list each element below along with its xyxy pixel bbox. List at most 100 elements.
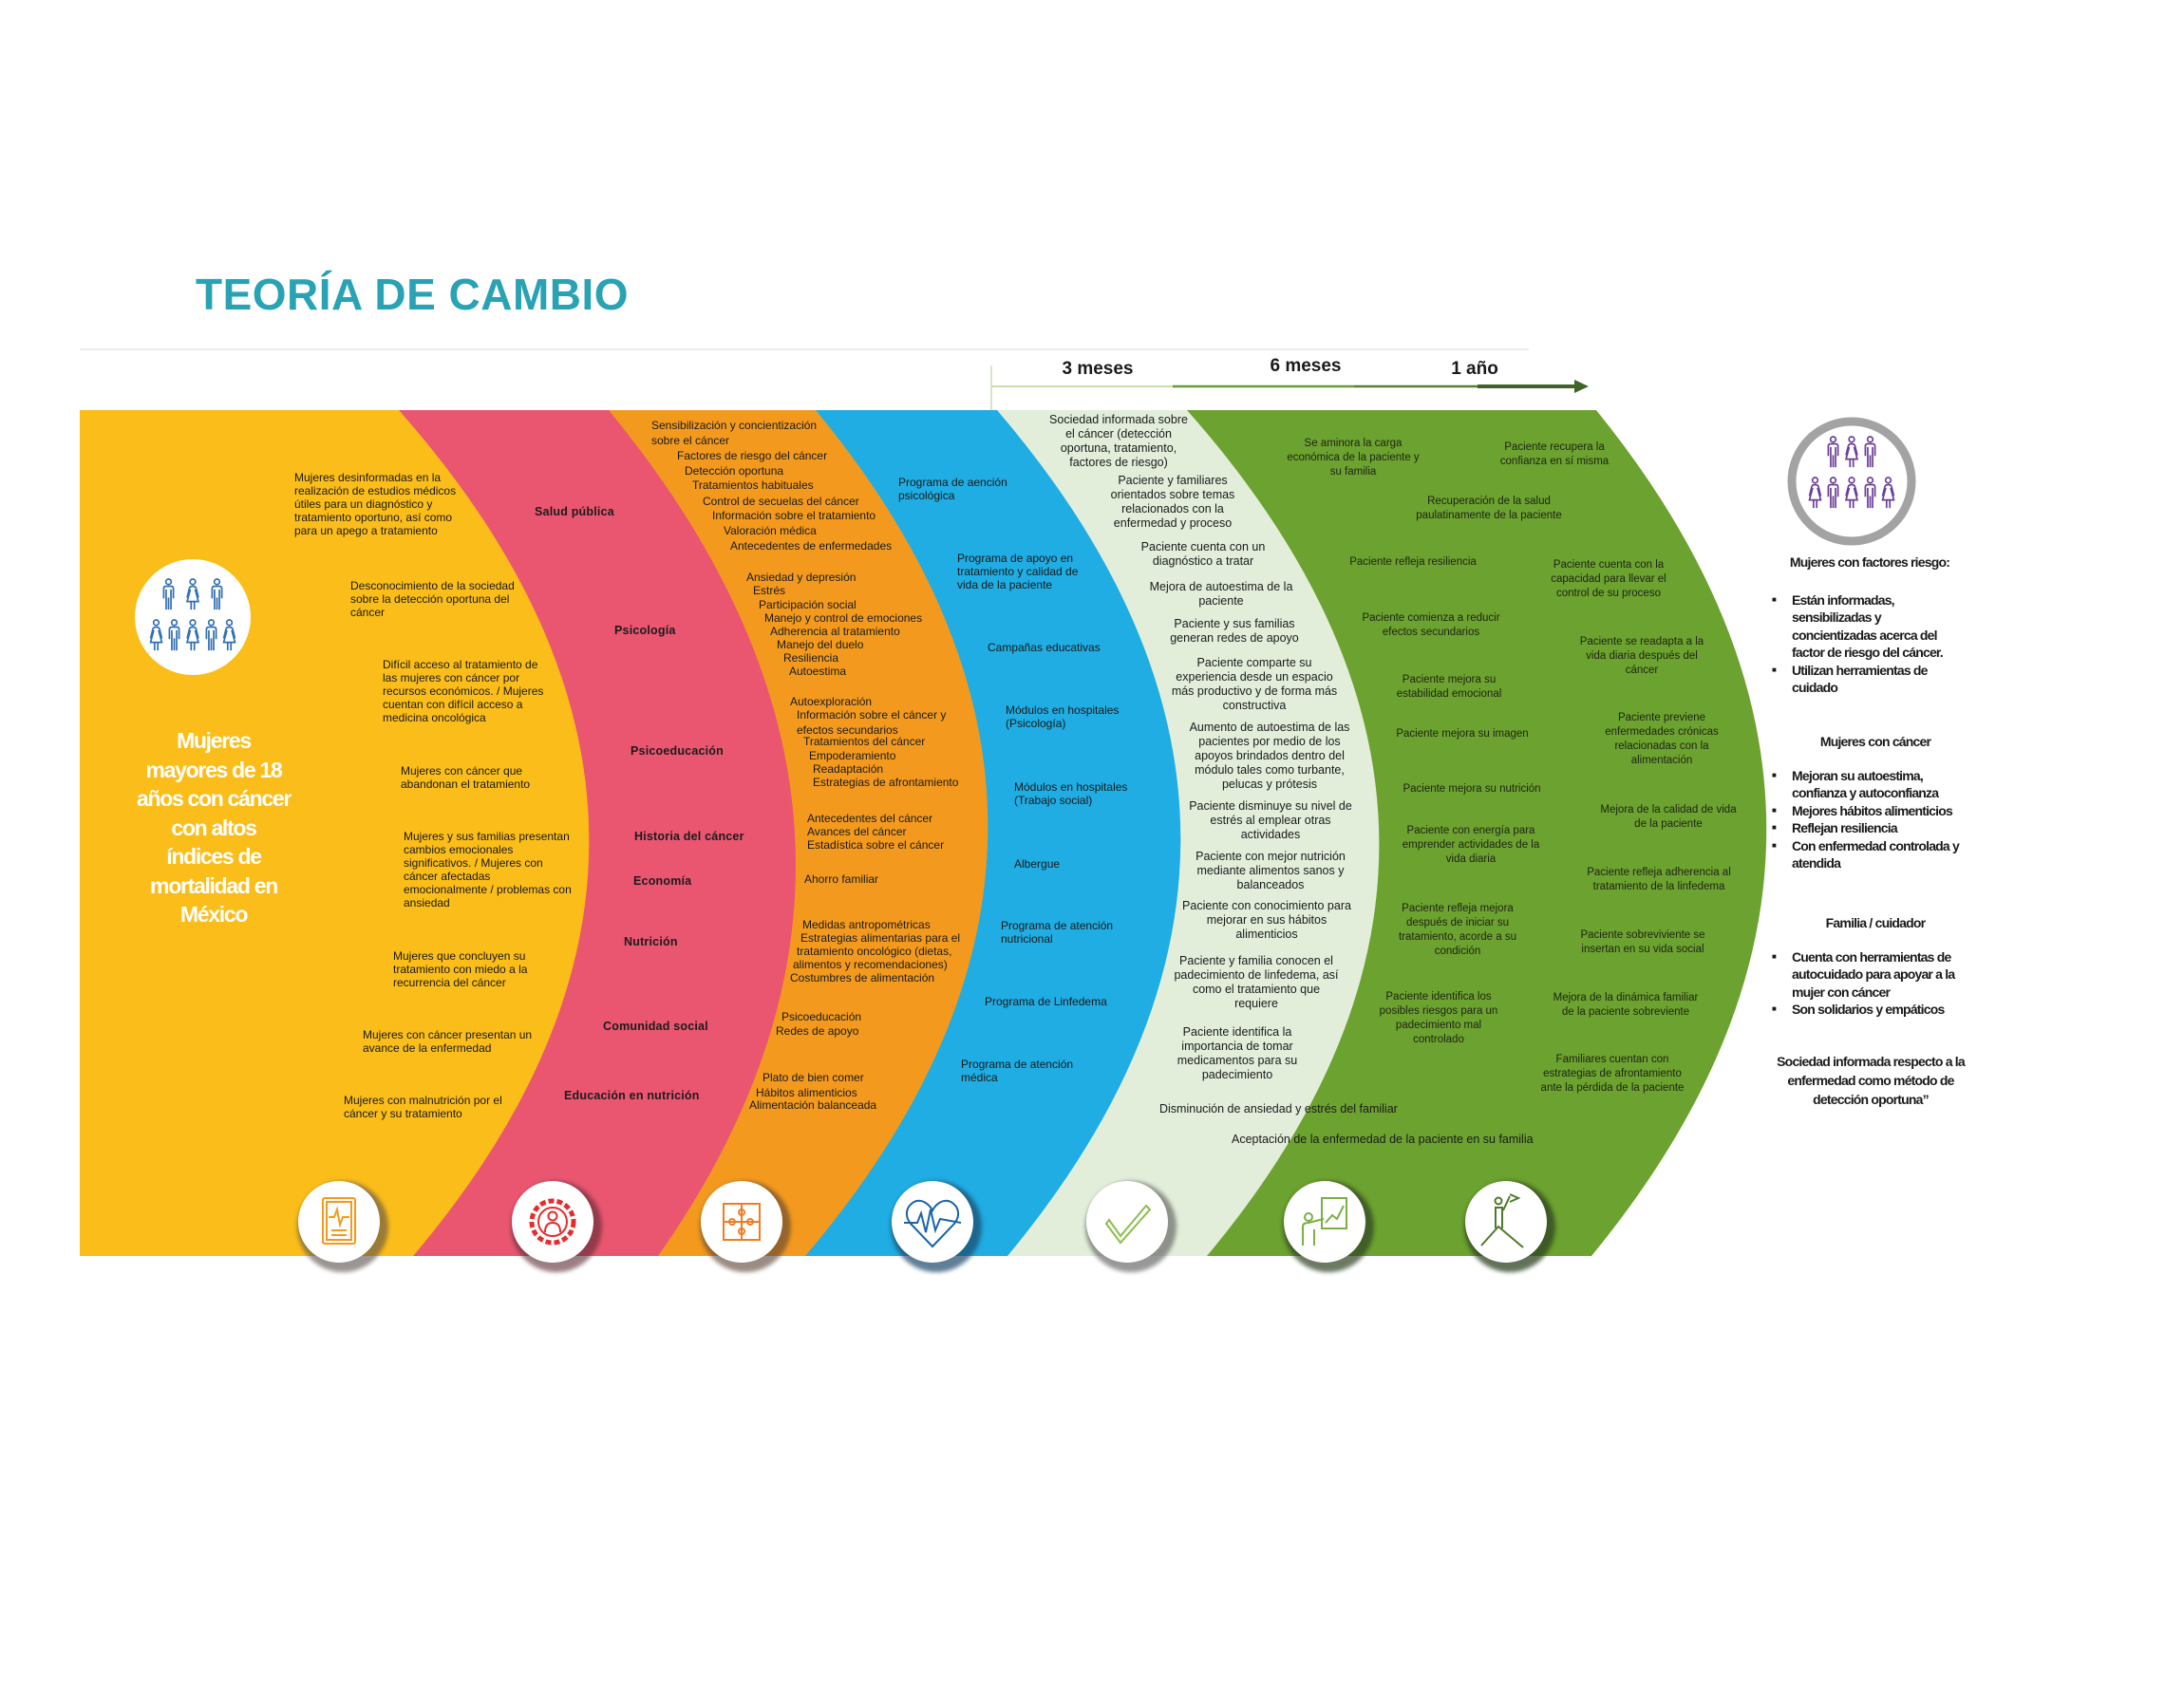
strategy-label: Psicoeducación: [631, 743, 724, 758]
long-term-outcome: Familiares cuentan con estrategias de af…: [1540, 1053, 1685, 1094]
bottom-icons: [297, 1181, 1555, 1272]
long-term-outcome: Paciente recupera la confianza en sí mis…: [1499, 440, 1610, 467]
long-term-outcome: Paciente identifica los posibles riesgos…: [1379, 990, 1498, 1045]
short-term-outcome: Paciente y familiares orientados sobre t…: [1110, 473, 1235, 530]
bullet-icon: ■: [1772, 823, 1777, 833]
problem-item: Desconocimiento de la sociedad sobre la …: [350, 579, 515, 619]
activity-item: Antecedentes del cáncer: [807, 812, 933, 826]
activity-item: Detección oportuna: [685, 464, 784, 478]
short-term-outcome: Paciente con mejor nutrición mediante al…: [1196, 849, 1346, 891]
long-term-outcome: Paciente refleja resiliencia: [1349, 555, 1477, 568]
bullet-icon: ■: [1772, 805, 1777, 815]
program-item: Módulos en hospitales (Trabajo social): [1014, 780, 1128, 807]
impact-list-family: ■ Cuenta con herramientas de autocuidado …: [1772, 948, 1955, 1019]
long-term-outcome: Paciente sobreviviente se insertan en su…: [1580, 928, 1705, 955]
timeline-label-6-months: 6 meses: [1270, 356, 1342, 376]
impact-bullet: ■ Son solidarios y empáticos: [1772, 1001, 1954, 1018]
bullet-text: Son solidarios y empáticos: [1792, 1002, 1945, 1018]
activity-item: Factores de riesgo del cáncer: [677, 449, 828, 463]
impact-bullet: ■ Están informadas, sensibilizadas y conc…: [1772, 591, 1944, 662]
long-term-outcome: Paciente mejora su imagen: [1396, 727, 1529, 740]
activity-item: Psicoeducación: [781, 1010, 862, 1024]
impact-bullet: ■ Reflejan resiliencia: [1772, 819, 1959, 836]
long-term-outcome: Paciente previene enfermedades crónicas …: [1605, 711, 1719, 766]
activity-item: Participación social: [759, 598, 857, 612]
activity-item: Medidas antropométricas: [802, 918, 931, 932]
strategy-label: Comunidad social: [603, 1019, 708, 1033]
short-term-outcome: Paciente comparte su experiencia desde u…: [1171, 655, 1338, 712]
long-term-outcome: Mejora de la dinámica familiar de la pac…: [1553, 991, 1699, 1018]
bullet-icon: ■: [1772, 840, 1777, 850]
activity-item: Antecedentes de enfermedades: [730, 539, 893, 553]
long-term-outcome: Paciente refleja adherencia al tratamien…: [1587, 866, 1731, 892]
strategy-label: Nutrición: [624, 934, 678, 948]
page-title: TEORÍA DE CAMBIO: [196, 270, 630, 319]
program-item: Programa de apoyo en tratamiento y calid…: [957, 552, 1079, 591]
activity-item: Autoexploración: [790, 695, 873, 709]
checkmark-icon: [1085, 1181, 1177, 1272]
program-item: Programa de aención psicológica: [898, 476, 1007, 502]
bullet-text: Mejores hábitos alimenticios: [1792, 802, 1953, 818]
short-term-outcome: Aumento de autoestima de las pacientes p…: [1189, 720, 1350, 791]
impact-icon: [1787, 417, 1916, 546]
activity-item: Resiliencia: [783, 651, 839, 665]
target-population-text: Mujeres mayores de 18 años con cáncer co…: [136, 728, 292, 927]
short-term-outcome: Disminución de ansiedad y estrés del fam…: [1159, 1101, 1398, 1115]
person-flag-mountain-icon: [1464, 1181, 1555, 1272]
gear-person-icon: [511, 1181, 602, 1272]
activity-item: Estrategias de afrontamiento: [813, 776, 959, 790]
short-term-outcome: Paciente cuenta con un diagnóstico a tra…: [1140, 539, 1266, 568]
timeline-arrow: [990, 366, 1589, 410]
heart-pulse-icon: [891, 1181, 982, 1272]
bullet-text: Están informadas, sensibilizadas y conci…: [1792, 592, 1944, 661]
long-term-outcome: Recuperación de la salud paulatinamente …: [1416, 495, 1562, 521]
strategy-label: Economía: [633, 873, 692, 888]
activity-item: Adherencia al tratamiento: [770, 625, 900, 639]
person-chart-icon: [1283, 1181, 1374, 1272]
impact-statement: Sociedad informada respecto a la enferme…: [1777, 1054, 1966, 1107]
short-term-outcome: Mejora de autoestima de la paciente: [1149, 579, 1293, 608]
strategy-label: Educación en nutrición: [564, 1088, 700, 1102]
bullet-icon: ■: [1772, 952, 1777, 961]
bullet-text: Con enfermedad controlada y atendida: [1792, 837, 1960, 872]
clipboard-pulse-icon: [297, 1181, 388, 1272]
short-term-outcome: Sociedad informada sobre el cáncer (dete…: [1049, 412, 1188, 469]
bullet-icon: ■: [1772, 665, 1777, 674]
activity-item: Empoderamiento: [809, 749, 896, 763]
problem-item: Mujeres que concluyen su tratamiento con…: [393, 949, 528, 989]
impact-heading-risk: Mujeres con factores riesgo:: [1789, 554, 1950, 570]
strategy-label: Salud pública: [535, 504, 614, 518]
activity-item: tratamiento oncológico (dietas,: [797, 945, 952, 959]
long-term-outcome: Paciente mejora su estabilidad emocional: [1396, 673, 1502, 700]
activity-item: Valoración médica: [724, 524, 817, 538]
long-term-outcome: Paciente comienza a reducir efectos secu…: [1362, 611, 1500, 638]
activity-item: Información sobre el tratamiento: [712, 509, 876, 523]
long-term-outcome: Paciente con energía para emprender acti…: [1402, 824, 1540, 865]
long-term-outcome: Mejora de la calidad de vida de la pacie…: [1600, 803, 1737, 830]
activity-item: Tratamientos habituales: [692, 478, 814, 493]
activity-item: Estadística sobre el cáncer: [807, 838, 945, 853]
activity-item: Redes de apoyo: [776, 1024, 859, 1039]
long-term-outcome: Se aminora la carga económica de la paci…: [1287, 437, 1420, 478]
short-term-outcome: Paciente disminuye su nivel de estrés al…: [1189, 798, 1352, 841]
short-term-outcome: Paciente y sus familias generan redes de…: [1170, 616, 1299, 645]
activity-item: Estrategias alimentarias para el: [800, 931, 961, 946]
program-item: Programa de atención médica: [961, 1058, 1074, 1084]
problem-item: Mujeres y sus familias presentan cambios…: [404, 830, 572, 909]
activity-item: Hábitos alimenticios: [756, 1086, 857, 1100]
long-term-outcome: Paciente mejora su nutrición: [1403, 782, 1541, 795]
activity-item: Sensibilización y concientización sobre …: [651, 419, 818, 447]
activity-item: Manejo del duelo: [777, 638, 864, 652]
impact-bullet: ■ Con enfermedad controlada y atendida: [1772, 837, 1960, 872]
activity-item: Costumbres de alimentación: [790, 971, 935, 985]
impact-bullet: ■ Mejores hábitos alimenticios: [1772, 802, 1959, 819]
strategy-label: Psicología: [614, 623, 676, 637]
long-term-outcome: Paciente se readapta a la vida diaria de…: [1579, 635, 1704, 676]
activity-item: alimentos y recomendaciones): [793, 958, 948, 972]
population-icon: [135, 559, 251, 675]
timeline-label-3-months: 3 meses: [1062, 359, 1134, 379]
bullet-text: Mejoran su autoestima, confianza y autoc…: [1792, 768, 1939, 801]
impact-list-women-cancer: ■ Mejoran su autoestima, confianza y auto…: [1772, 767, 1960, 872]
bullet-icon: ■: [1772, 771, 1777, 779]
activity-item: Control de secuelas del cáncer: [703, 495, 859, 509]
